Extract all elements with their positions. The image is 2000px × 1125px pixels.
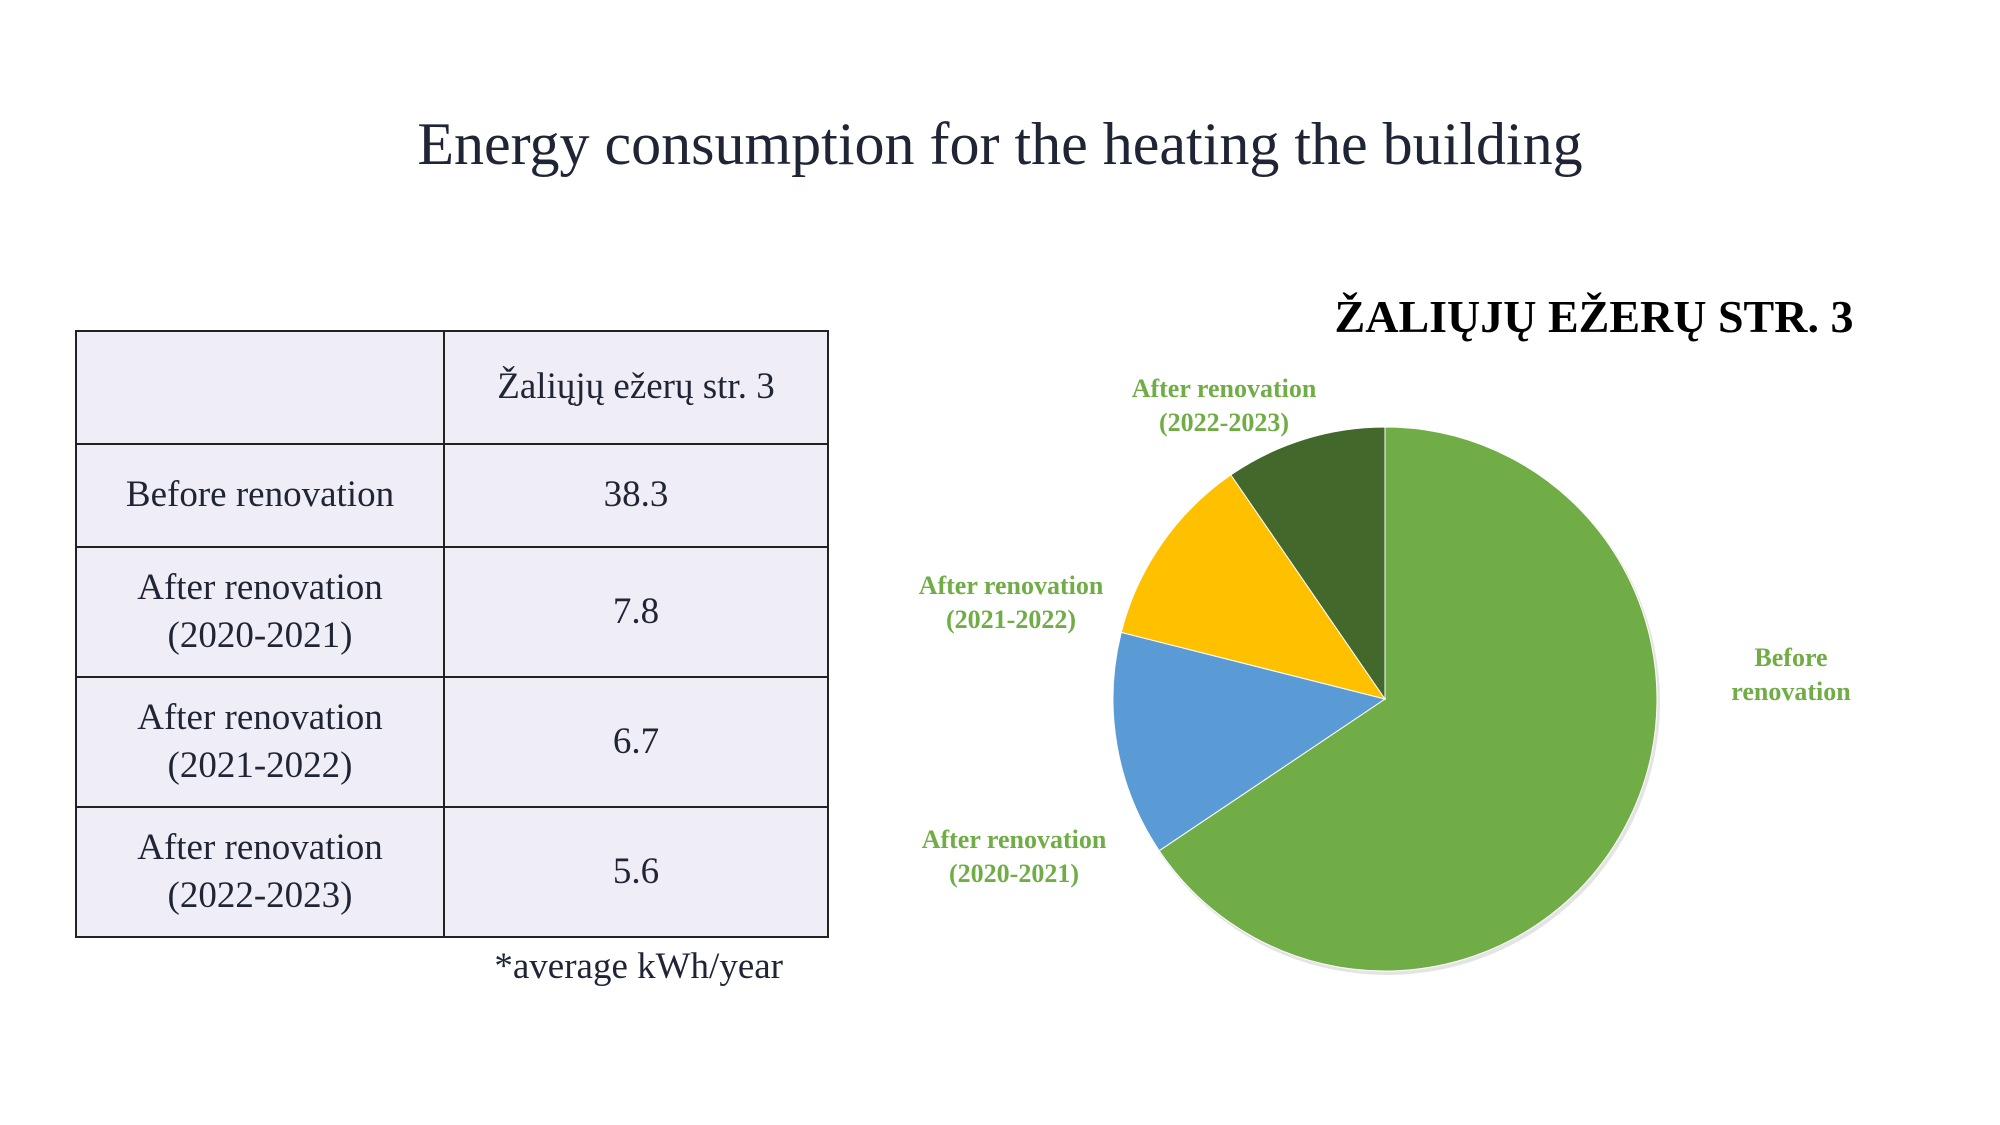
header-cell: Žaliųjų ežerų str. 3 [443, 330, 829, 445]
value-cell: 6.7 [443, 676, 829, 808]
value-cell: 5.6 [443, 806, 829, 938]
table-row: After renovation (2021-2022) 6.7 [75, 676, 829, 808]
footnote: *average kWh/year [494, 946, 783, 987]
table-row: After renovation (2020-2021) 7.8 [75, 546, 829, 678]
pie-slice [1158, 426, 1658, 972]
value-cell: 38.3 [443, 443, 829, 548]
label-cell: After renovation (2021-2022) [75, 676, 445, 808]
label-cell: After renovation (2022-2023) [75, 806, 445, 938]
pie-slice [1230, 426, 1386, 701]
table-row: Before renovation 38.3 [75, 443, 829, 548]
table-row: After renovation (2022-2023) 5.6 [75, 806, 829, 938]
slide-title: Energy consumption for the heating the b… [417, 111, 1583, 177]
chart-title: ŽALIŲJŲ EŽERŲ STR. 3 [1334, 291, 1854, 342]
value-cell: 7.8 [443, 546, 829, 678]
header-cell [75, 330, 445, 445]
slice-label: After renovation (2020-2021) [921, 825, 1107, 888]
slice-label: After renovation (2022-2023) [1131, 374, 1317, 437]
label-cell: Before renovation [75, 443, 445, 548]
slice-label: Before renovation [1731, 643, 1851, 706]
pie-slice [1120, 474, 1387, 700]
label-cell: After renovation (2020-2021) [75, 546, 445, 678]
data-table: Žaliųjų ežerų str. 3 Before renovation 38… [75, 330, 829, 938]
table-header: Žaliųjų ežerų str. 3 [75, 330, 829, 445]
pie-slice [1112, 631, 1387, 852]
slice-label: After renovation (2021-2022) [918, 571, 1104, 634]
